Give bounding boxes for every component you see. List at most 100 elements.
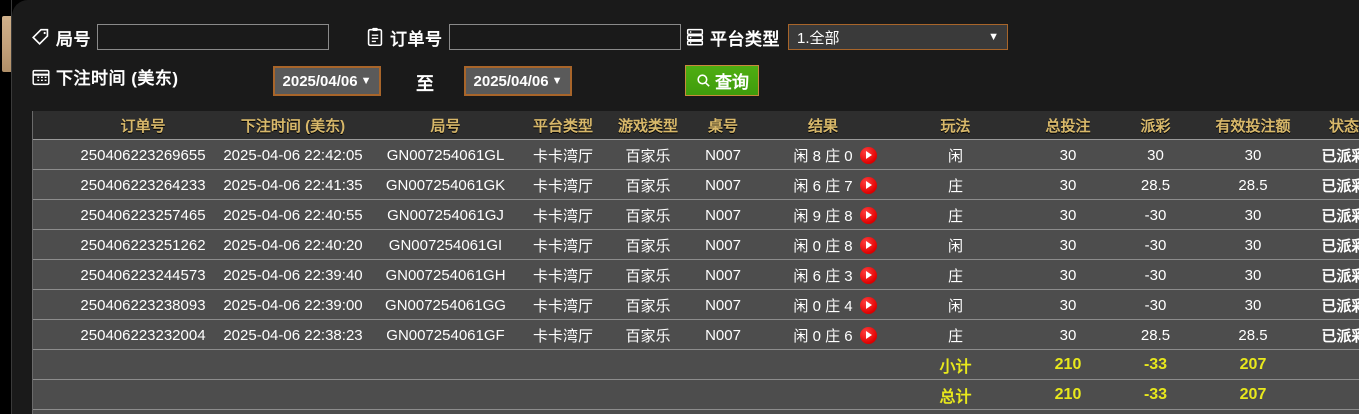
summary-total_bet: 210 xyxy=(1054,356,1082,373)
cell-platform: 卡卡湾厅 xyxy=(532,207,593,225)
query-button-label: 查询 xyxy=(715,73,749,92)
cell-order_no: 250406223232004 xyxy=(80,326,206,344)
table-row[interactable]: 250406223244573 2025-04-06 22:39:40 GN0072… xyxy=(33,260,1359,290)
cell-play_type: 闲 xyxy=(947,147,963,165)
cell-table_no: N007 xyxy=(705,206,741,224)
query-button[interactable]: 查询 xyxy=(685,65,759,96)
cell-status: 已派彩 xyxy=(1321,147,1359,165)
cell-table_no: N007 xyxy=(705,296,741,314)
summary-valid_bet: 207 xyxy=(1239,356,1267,373)
summary-label: 总计 xyxy=(939,389,972,406)
clipboard-icon xyxy=(364,26,386,48)
play-icon[interactable] xyxy=(838,290,898,320)
field-bet-time: 下注时间 (美东) xyxy=(30,64,179,89)
bet-time-from-picker[interactable]: 2025/04/06 ▼ xyxy=(273,66,381,96)
search-icon xyxy=(695,72,712,89)
cell-payout: -30 xyxy=(1144,266,1167,284)
table-row[interactable]: 250406223251262 2025-04-06 22:40:20 GN0072… xyxy=(33,230,1359,260)
cell-valid_bet: 30 xyxy=(1244,146,1262,164)
cell-status: 已派彩 xyxy=(1321,177,1359,195)
cell-payout: 28.5 xyxy=(1140,326,1171,344)
platform-type-select[interactable]: 1.全部 ▼ xyxy=(788,24,1008,50)
column-header-status[interactable]: 状态 xyxy=(1328,118,1359,135)
column-header-table_no[interactable]: 桌号 xyxy=(707,118,738,135)
table-row[interactable]: 250406223269655 2025-04-06 22:42:05 GN0072… xyxy=(33,140,1359,170)
cell-order_no: 250406223238093 xyxy=(80,296,206,314)
tag-icon xyxy=(30,26,52,48)
table-row[interactable]: 250406223264233 2025-04-06 22:41:35 GN0072… xyxy=(33,170,1359,200)
chevron-down-icon: ▼ xyxy=(988,30,999,43)
summary-total_bet: 210 xyxy=(1054,386,1082,403)
filter-bar: 局号 订单号 xyxy=(12,0,1359,112)
bet-time-to-picker[interactable]: 2025/04/06 ▼ xyxy=(464,66,572,96)
play-icon[interactable] xyxy=(838,260,898,290)
table-row[interactable]: 250406223238093 2025-04-06 22:39:00 GN0072… xyxy=(33,290,1359,320)
cell-play_type: 闲 xyxy=(947,237,963,255)
cell-round_no: GN007254061GH xyxy=(385,266,506,284)
play-icon[interactable] xyxy=(838,200,898,230)
field-order-no-label: 订单号 xyxy=(390,29,443,49)
cell-valid_bet: 30 xyxy=(1244,296,1262,314)
cell-total_bet: 30 xyxy=(1059,146,1077,164)
cell-result: 闲 0 庄 6 xyxy=(793,327,853,345)
cell-game_type: 百家乐 xyxy=(625,327,671,345)
cell-game_type: 百家乐 xyxy=(625,237,671,255)
cell-round_no: GN007254061GL xyxy=(386,146,505,164)
cell-round_no: GN007254061GG xyxy=(385,296,506,314)
rail-divider xyxy=(11,0,12,414)
column-header-valid_bet[interactable]: 有效投注额 xyxy=(1215,118,1291,135)
cell-order_no: 250406223244573 xyxy=(80,266,206,284)
column-header-payout[interactable]: 派彩 xyxy=(1140,118,1171,135)
cell-platform: 卡卡湾厅 xyxy=(532,147,593,165)
play-icon[interactable] xyxy=(838,320,898,350)
cell-payout: 28.5 xyxy=(1140,176,1171,194)
cell-bet_time: 2025-04-06 22:39:00 xyxy=(223,296,363,314)
field-bet-time-label: 下注时间 (美东) xyxy=(56,69,179,88)
cell-result: 闲 0 庄 8 xyxy=(793,237,853,255)
cell-status: 已派彩 xyxy=(1321,327,1359,345)
cell-play_type: 庄 xyxy=(947,177,963,195)
cell-game_type: 百家乐 xyxy=(625,147,671,165)
cell-bet_time: 2025-04-06 22:38:23 xyxy=(223,326,363,344)
cell-result: 闲 6 庄 7 xyxy=(793,177,853,195)
column-header-total_bet[interactable]: 总投注 xyxy=(1045,118,1091,135)
play-icon[interactable] xyxy=(838,170,898,200)
platform-type-value: 1.全部 xyxy=(797,29,840,47)
cell-table_no: N007 xyxy=(705,266,741,284)
bet-time-from-value: 2025/04/06 xyxy=(282,72,358,90)
cell-play_type: 闲 xyxy=(947,297,963,315)
field-platform-type-label: 平台类型 xyxy=(710,29,780,49)
cell-bet_time: 2025-04-06 22:39:40 xyxy=(223,266,363,284)
cell-result: 闲 8 庄 0 xyxy=(793,147,853,165)
column-header-platform[interactable]: 平台类型 xyxy=(532,118,593,135)
column-header-play_type[interactable]: 玩法 xyxy=(940,118,971,135)
cell-platform: 卡卡湾厅 xyxy=(532,267,593,285)
bet-time-to-value: 2025/04/06 xyxy=(473,72,549,90)
summary-payout: -33 xyxy=(1143,356,1168,373)
play-icon[interactable] xyxy=(838,140,898,170)
column-header-order_no[interactable]: 订单号 xyxy=(120,118,166,135)
cell-total_bet: 30 xyxy=(1059,266,1077,284)
cell-table_no: N007 xyxy=(705,326,741,344)
sidebar-collapse-tab[interactable] xyxy=(2,16,11,72)
column-header-result[interactable]: 结果 xyxy=(807,118,838,135)
cell-bet_time: 2025-04-06 22:40:55 xyxy=(223,206,363,224)
table-row[interactable]: 250406223232004 2025-04-06 22:38:23 GN0072… xyxy=(33,320,1359,350)
cell-total_bet: 30 xyxy=(1059,176,1077,194)
table-row[interactable]: 250406223257465 2025-04-06 22:40:55 GN0072… xyxy=(33,200,1359,230)
cell-table_no: N007 xyxy=(705,236,741,254)
column-header-game_type[interactable]: 游戏类型 xyxy=(617,118,678,135)
round-no-input[interactable] xyxy=(97,24,329,50)
summary-payout: -33 xyxy=(1143,386,1168,403)
column-header-bet_time[interactable]: 下注时间 (美东) xyxy=(240,118,346,135)
column-header-round_no[interactable]: 局号 xyxy=(430,118,461,135)
cell-result: 闲 9 庄 8 xyxy=(793,207,853,225)
cell-total_bet: 30 xyxy=(1059,296,1077,314)
chevron-down-icon: ▼ xyxy=(551,74,563,87)
cell-order_no: 250406223269655 xyxy=(80,146,206,164)
cell-payout: -30 xyxy=(1144,296,1167,314)
cell-valid_bet: 30 xyxy=(1244,266,1262,284)
order-no-input[interactable] xyxy=(448,24,681,50)
cell-round_no: GN007254061GF xyxy=(386,326,505,344)
play-icon[interactable] xyxy=(838,230,898,260)
